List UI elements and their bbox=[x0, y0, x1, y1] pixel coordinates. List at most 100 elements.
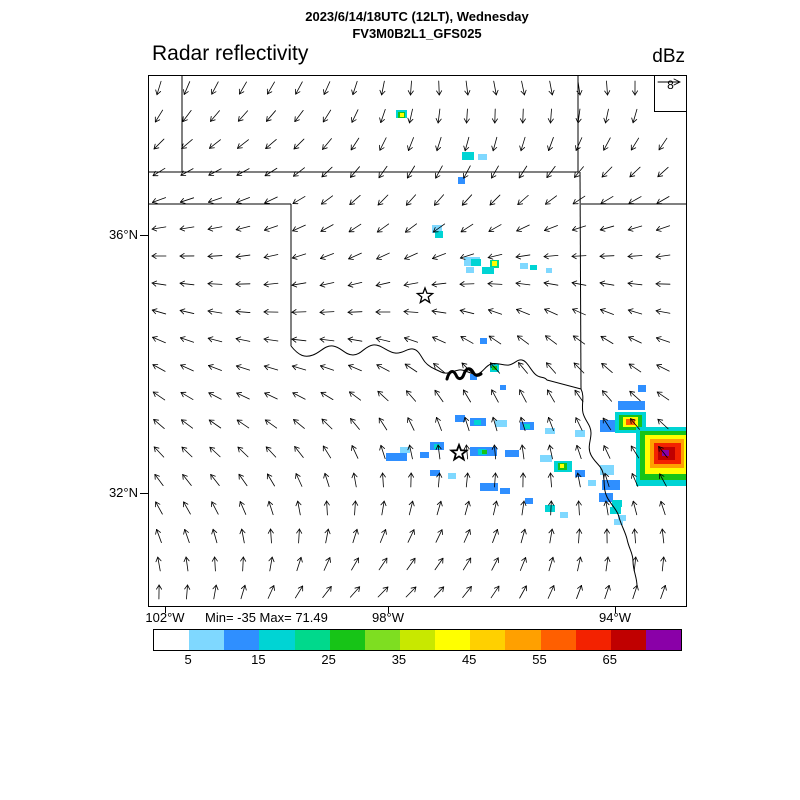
plot-title: Radar reflectivity bbox=[152, 42, 309, 65]
wind-arrow bbox=[377, 194, 389, 206]
wind-arrow bbox=[292, 224, 306, 232]
wind-arrow bbox=[516, 335, 530, 345]
colorbar-segment bbox=[575, 630, 611, 650]
wind-arrow bbox=[519, 557, 527, 571]
wind-arrow bbox=[379, 529, 387, 543]
wind-arrow bbox=[294, 585, 304, 599]
radar-echo bbox=[482, 267, 494, 274]
wind-arrow bbox=[435, 529, 443, 543]
wind-arrow bbox=[463, 444, 470, 460]
wind-arrow bbox=[436, 500, 443, 516]
radar-echo bbox=[480, 483, 498, 491]
radar-echo bbox=[612, 500, 622, 507]
wind-arrow bbox=[208, 364, 222, 371]
unit-label: dBz bbox=[652, 46, 685, 67]
wind-arrow bbox=[518, 362, 528, 374]
wind-arrow bbox=[376, 223, 390, 233]
wind-arrow bbox=[235, 253, 251, 260]
wind-arrow bbox=[408, 472, 415, 488]
colorbar-tick-label: 65 bbox=[602, 652, 617, 667]
wind-arrow bbox=[180, 168, 194, 177]
wind-arrow bbox=[572, 195, 586, 205]
wind-arrow bbox=[520, 472, 527, 488]
wind-arrow bbox=[487, 280, 503, 287]
radar-echo-layer bbox=[386, 110, 686, 525]
wind-arrow bbox=[659, 500, 666, 516]
radar-echo bbox=[560, 512, 568, 518]
wind-arrow bbox=[599, 225, 615, 232]
colorbar-tick-label: 5 bbox=[184, 652, 192, 667]
wind-arrow bbox=[657, 418, 669, 430]
wind-arrow bbox=[294, 446, 304, 458]
radar-echo bbox=[435, 231, 443, 238]
lon-label: 94°W bbox=[599, 610, 631, 625]
radar-echo bbox=[546, 268, 552, 273]
radar-echo bbox=[500, 385, 506, 390]
wind-arrow bbox=[152, 391, 166, 401]
wind-arrow bbox=[266, 110, 276, 122]
wind-arrow bbox=[349, 586, 361, 598]
lat-label: 32°N bbox=[108, 485, 138, 500]
wind-arrow bbox=[239, 501, 247, 515]
wind-arrow bbox=[208, 168, 222, 177]
wind-arrow bbox=[462, 557, 472, 571]
wind-arrow bbox=[207, 225, 223, 232]
wind-arrow bbox=[435, 108, 442, 124]
radar-echo bbox=[495, 420, 507, 427]
wind-arrow bbox=[433, 194, 445, 206]
wind-arrow bbox=[240, 556, 247, 572]
wind-arrow bbox=[544, 308, 558, 316]
wind-arrow bbox=[184, 584, 191, 600]
wind-arrow bbox=[379, 137, 387, 151]
wind-arrow bbox=[182, 501, 191, 515]
wind-arrow bbox=[572, 308, 586, 316]
wind-arrow bbox=[575, 417, 583, 431]
wind-arrow bbox=[322, 109, 332, 123]
wind-arrow bbox=[600, 196, 614, 205]
wind-arrow bbox=[464, 500, 471, 516]
wind-arrow bbox=[655, 308, 671, 315]
wind-arrow bbox=[599, 280, 615, 287]
wind-arrow bbox=[151, 252, 167, 259]
star-marker-south bbox=[448, 442, 470, 462]
lon-label: 98°W bbox=[372, 610, 404, 625]
min-max-stats: Min= -35 Max= 71.49 bbox=[205, 610, 328, 625]
wind-arrow bbox=[603, 472, 610, 488]
wind-arrow bbox=[491, 108, 498, 124]
wind-arrow bbox=[657, 166, 669, 178]
wind-arrow bbox=[211, 528, 218, 544]
wind-arrow bbox=[321, 166, 333, 178]
wind-arrow bbox=[575, 108, 582, 124]
radar-echo bbox=[480, 338, 487, 344]
wind-arrow bbox=[571, 280, 587, 287]
wind-arrow bbox=[235, 225, 251, 232]
oklahoma-arkansas-border bbox=[579, 171, 582, 390]
wind-arrow bbox=[265, 139, 277, 149]
wind-arrow bbox=[520, 528, 527, 544]
wind-arrow bbox=[547, 108, 554, 124]
wind-arrow bbox=[292, 196, 306, 205]
wind-arrow bbox=[544, 225, 558, 232]
wind-arrow bbox=[656, 364, 670, 372]
wind-arrow bbox=[180, 391, 194, 400]
wind-arrow bbox=[291, 364, 307, 371]
wind-arrow bbox=[488, 335, 502, 345]
wind-arrow bbox=[291, 253, 307, 260]
wind-vector-layer bbox=[151, 80, 671, 600]
wind-arrow bbox=[432, 223, 446, 233]
wind-arrow bbox=[492, 500, 499, 516]
wind-arrow bbox=[491, 444, 498, 460]
wind-arrow bbox=[548, 80, 555, 96]
wind-arrow bbox=[548, 500, 555, 516]
wind-arrow bbox=[519, 108, 526, 124]
wind-arrow bbox=[519, 416, 526, 432]
wind-arrow bbox=[264, 196, 278, 204]
colorbar-segment bbox=[470, 630, 506, 650]
colorbar-segment bbox=[154, 630, 190, 650]
wind-arrow bbox=[350, 137, 360, 151]
wind-arrow bbox=[405, 194, 417, 206]
wind-arrow bbox=[601, 363, 613, 373]
radar-echo bbox=[400, 113, 404, 117]
wind-arrow bbox=[404, 223, 418, 233]
wind-arrow bbox=[181, 139, 193, 149]
